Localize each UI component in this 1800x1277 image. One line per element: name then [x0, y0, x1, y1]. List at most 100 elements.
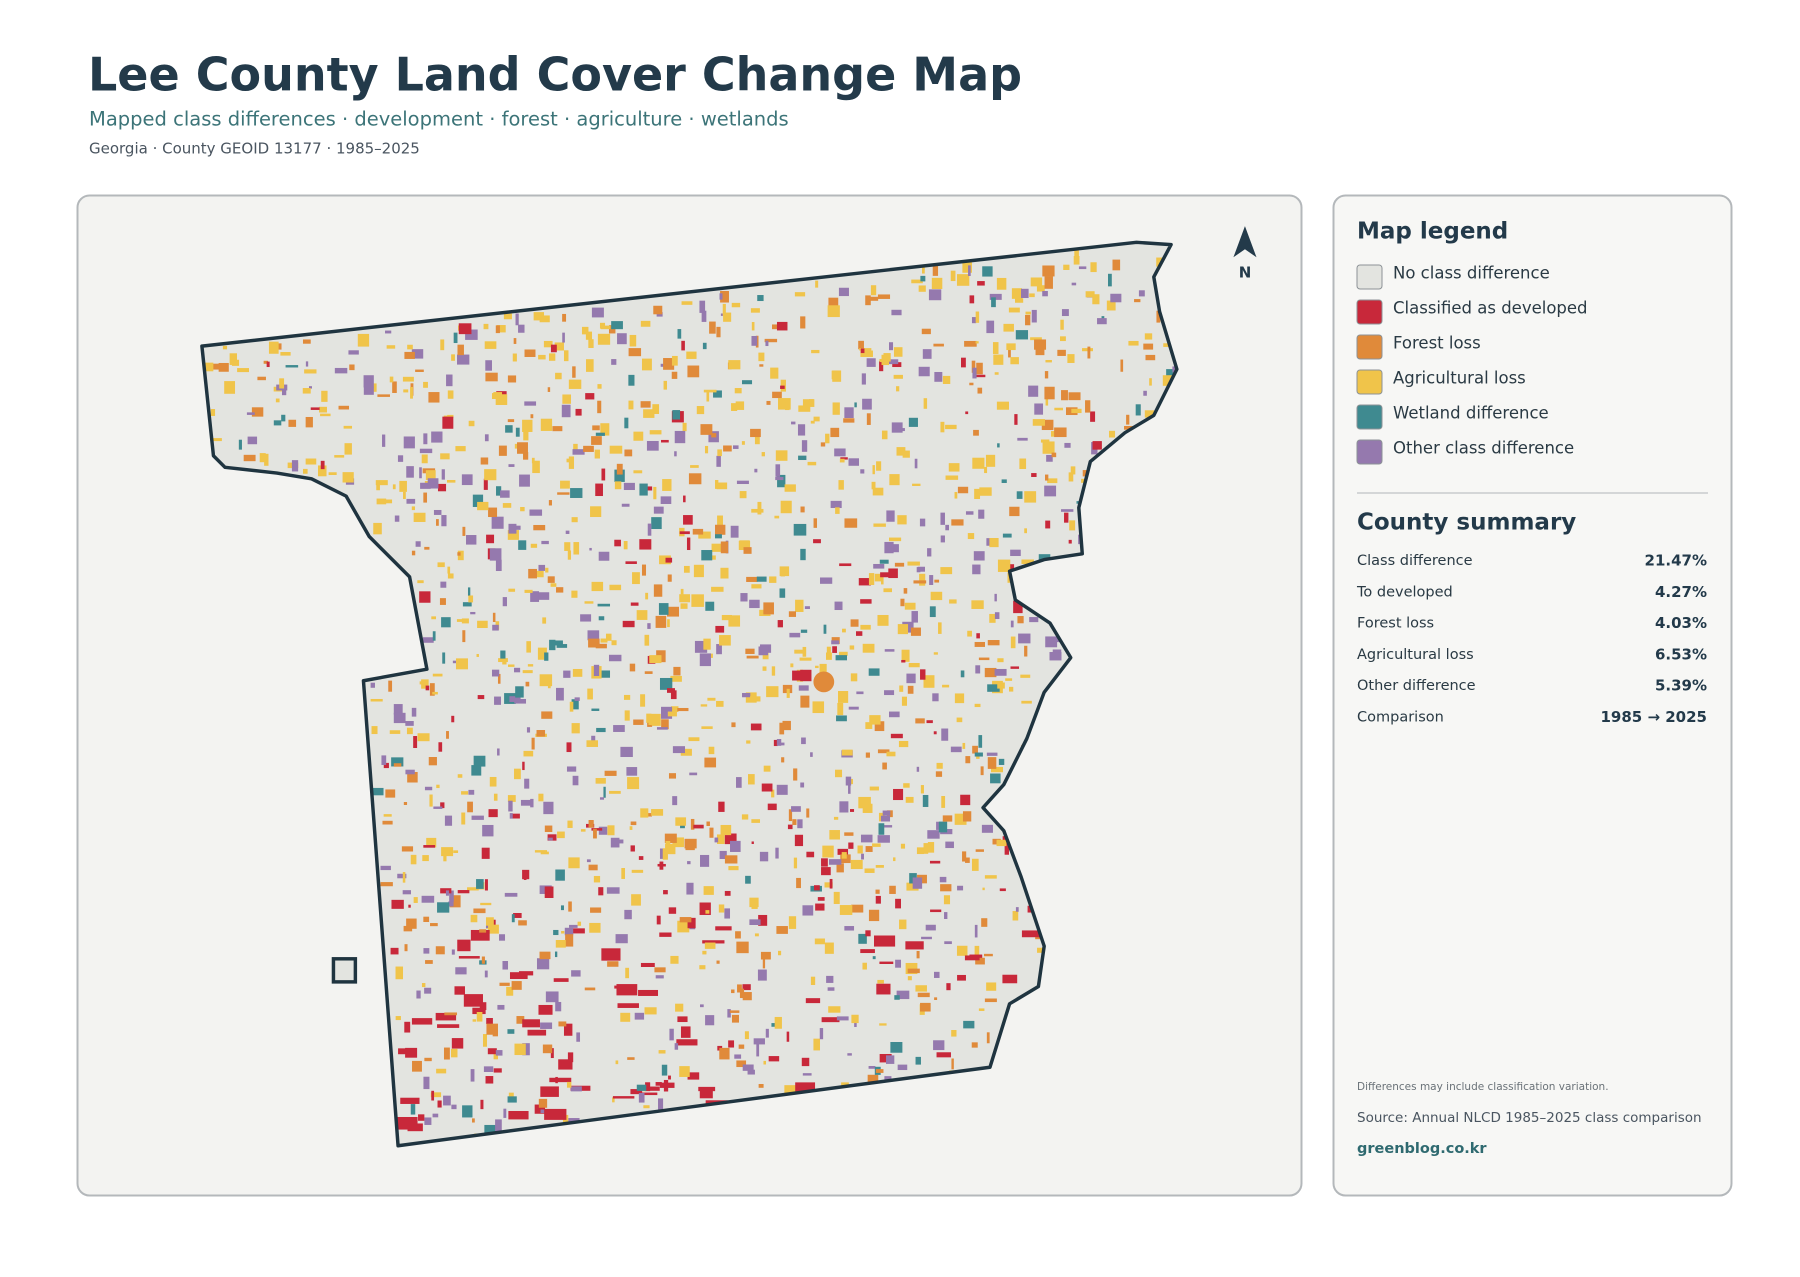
change-patch [850, 859, 863, 870]
change-patch [415, 369, 424, 372]
change-patch [422, 637, 434, 643]
change-patch [681, 340, 685, 351]
change-patch [530, 543, 538, 548]
change-patch [655, 1082, 662, 1086]
change-patch [740, 593, 748, 602]
change-patch [237, 368, 249, 373]
change-patch [544, 825, 553, 833]
change-patch [564, 927, 574, 936]
change-patch [1034, 339, 1047, 350]
change-patch [447, 573, 454, 579]
change-patch [447, 566, 451, 574]
change-patch [302, 468, 308, 474]
change-patch [645, 592, 649, 600]
change-patch [523, 428, 529, 441]
change-patch [933, 652, 938, 655]
change-patch [1011, 288, 1023, 299]
change-patch [771, 1023, 778, 1027]
change-patch [928, 289, 942, 301]
change-patch [646, 713, 652, 723]
change-patch [453, 332, 458, 344]
change-patch [877, 835, 890, 843]
change-patch [778, 398, 791, 410]
change-patch [994, 668, 1007, 676]
change-patch [920, 669, 926, 680]
change-patch [462, 630, 466, 643]
change-patch [568, 857, 580, 869]
change-patch [990, 766, 1003, 773]
change-patch [801, 1057, 810, 1067]
change-patch [665, 557, 673, 563]
change-patch [951, 519, 964, 526]
change-patch [981, 824, 993, 833]
change-patch [385, 499, 393, 504]
change-patch [918, 285, 926, 292]
change-patch [957, 486, 969, 494]
change-patch [709, 827, 714, 838]
change-patch [890, 1041, 903, 1053]
change-patch [720, 824, 732, 836]
change-patch [536, 958, 550, 970]
change-patch [736, 1060, 747, 1068]
change-patch [790, 663, 794, 668]
change-patch [1061, 309, 1069, 317]
change-patch [1053, 636, 1062, 643]
change-patch [403, 436, 415, 449]
change-patch [380, 865, 391, 871]
change-patch [967, 630, 972, 637]
change-patch [394, 515, 400, 522]
change-patch [786, 688, 790, 698]
change-patch [670, 675, 682, 682]
change-patch [862, 643, 875, 653]
change-patch [446, 374, 453, 387]
change-patch [561, 931, 565, 934]
change-patch [376, 498, 387, 505]
change-patch [1052, 649, 1062, 654]
change-patch [941, 796, 946, 808]
change-patch [663, 890, 668, 895]
change-patch [976, 633, 980, 639]
change-patch [723, 445, 732, 452]
change-patch [800, 669, 812, 682]
change-patch [592, 425, 600, 431]
change-patch [699, 1090, 713, 1099]
change-patch [690, 818, 695, 830]
change-patch [991, 297, 996, 308]
change-patch [754, 433, 760, 445]
change-patch [514, 667, 521, 673]
change-patch [802, 1073, 812, 1076]
change-patch [825, 433, 830, 444]
change-patch [977, 281, 985, 286]
summary: Class difference 21.47%To developed 4.27%F… [1356, 552, 1707, 727]
change-patch [485, 360, 492, 371]
change-patch [447, 390, 454, 399]
change-patch [910, 627, 921, 636]
change-patch [667, 606, 680, 617]
change-patch [376, 481, 380, 491]
change-patch [440, 581, 447, 588]
change-patch [1162, 375, 1173, 386]
change-patch [788, 611, 797, 617]
change-patch [423, 433, 428, 445]
change-patch [518, 540, 527, 550]
change-patch [540, 1022, 553, 1029]
change-patch [719, 293, 723, 300]
change-patch [586, 359, 594, 372]
change-patch [778, 950, 782, 956]
change-patch [856, 691, 864, 695]
change-patch [965, 411, 969, 415]
change-patch [657, 863, 666, 867]
change-patch [883, 588, 893, 593]
change-patch [706, 821, 710, 827]
change-patch [894, 995, 900, 1000]
change-patch [554, 951, 558, 958]
change-patch [275, 398, 280, 403]
change-patch [1109, 430, 1116, 438]
change-patch [558, 1059, 573, 1070]
change-patch [802, 646, 807, 657]
site: greenblog.co.kr [1357, 1141, 1487, 1157]
change-patch [348, 350, 359, 355]
change-patch [984, 998, 997, 1003]
change-patch [731, 1014, 740, 1023]
change-patch [1135, 404, 1141, 416]
